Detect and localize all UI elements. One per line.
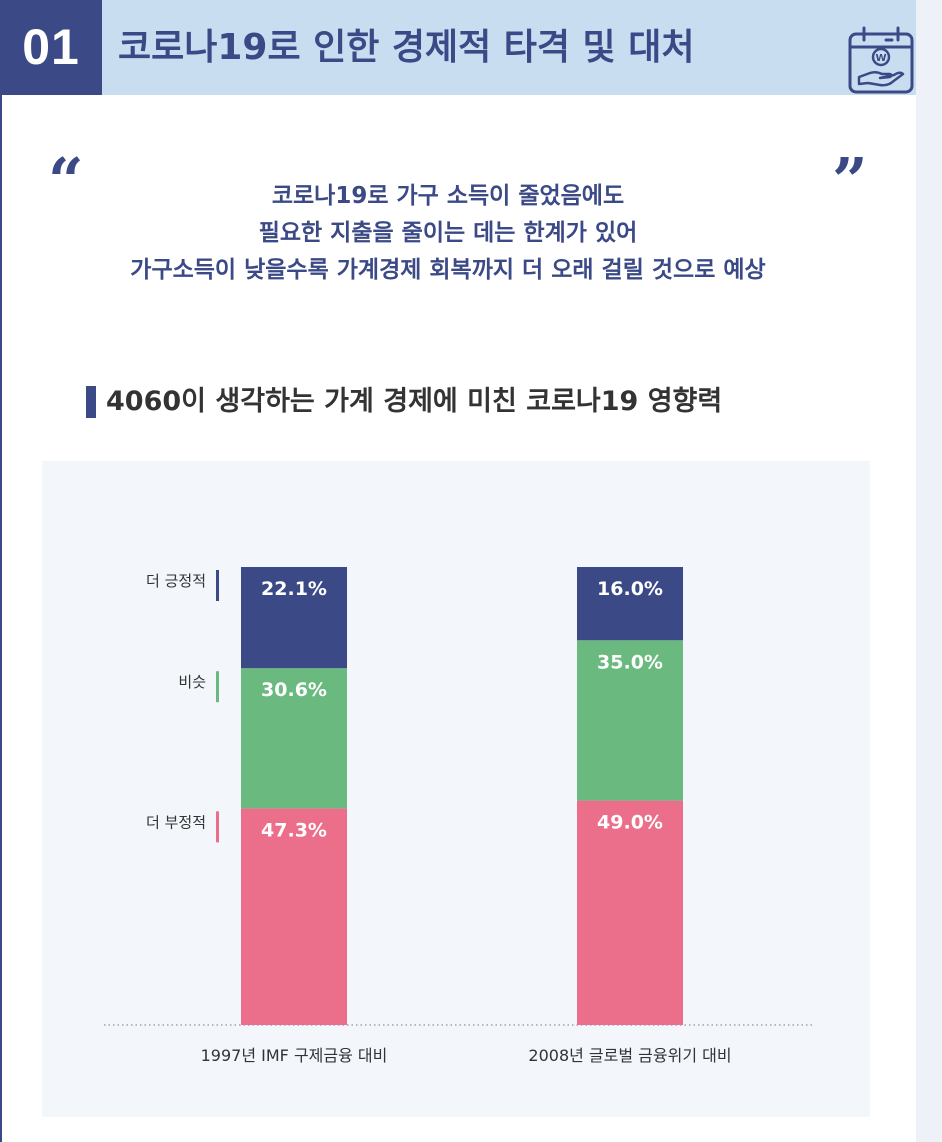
- data-label: 47.3%: [261, 819, 327, 841]
- legend-marker: [216, 671, 219, 703]
- svg-text:W: W: [875, 53, 886, 64]
- data-label: 49.0%: [597, 812, 663, 834]
- stacked-bar-chart: 47.3% 30.6% 22.1% 1997년 IMF 구제금융 대비 49.0% 35.…: [104, 567, 812, 1065]
- data-label: 22.1%: [261, 578, 327, 600]
- page-title: 코로나19로 인한 경제적 타격 및 대처: [118, 27, 695, 68]
- header-bar: [102, 0, 916, 95]
- category-label: 1997년 IMF 구제금융 대비: [201, 1046, 388, 1065]
- legend-label: 비슷: [178, 673, 206, 691]
- legend-marker: [216, 811, 219, 843]
- legend-marker: [216, 570, 219, 601]
- bar-segment: [577, 800, 683, 1025]
- calendar-hand-won-icon: W: [848, 26, 914, 94]
- legend-label: 더 긍정적: [146, 572, 206, 590]
- bar-segment: [241, 668, 347, 809]
- quote-line: 코로나19로 가구 소득이 줄었음에도: [271, 183, 625, 209]
- legend-label: 더 부정적: [146, 813, 206, 831]
- quote-text: 코로나19로 가구 소득이 줄었음에도 필요한 지출을 줄이는 데는 한계가 있…: [0, 178, 896, 289]
- data-label: 30.6%: [261, 679, 327, 701]
- section-title-marker: [86, 386, 96, 418]
- bar-segment: [577, 567, 683, 641]
- category-label: 2008년 글로벌 금융위기 대비: [528, 1046, 731, 1065]
- bar-segment: [241, 808, 347, 1025]
- quote-line: 가구소득이 낮을수록 가계경제 회복까지 더 오래 걸릴 것으로 예상: [130, 257, 766, 283]
- data-label: 35.0%: [597, 651, 663, 673]
- open-quote-icon: “: [48, 144, 84, 217]
- bar-segment: [577, 640, 683, 801]
- page-margin: [916, 0, 942, 1142]
- close-quote-icon: ”: [832, 144, 868, 217]
- section-number: 01: [0, 0, 102, 95]
- data-label: 16.0%: [597, 578, 663, 600]
- quote-line: 필요한 지출을 줄이는 데는 한계가 있어: [258, 220, 638, 246]
- bar-segment: [241, 567, 347, 669]
- chart-panel: 47.3% 30.6% 22.1% 1997년 IMF 구제금융 대비 49.0% 35.…: [42, 461, 870, 1117]
- chart-title: 4060이 생각하는 가계 경제에 미친 코로나19 영향력: [106, 386, 723, 417]
